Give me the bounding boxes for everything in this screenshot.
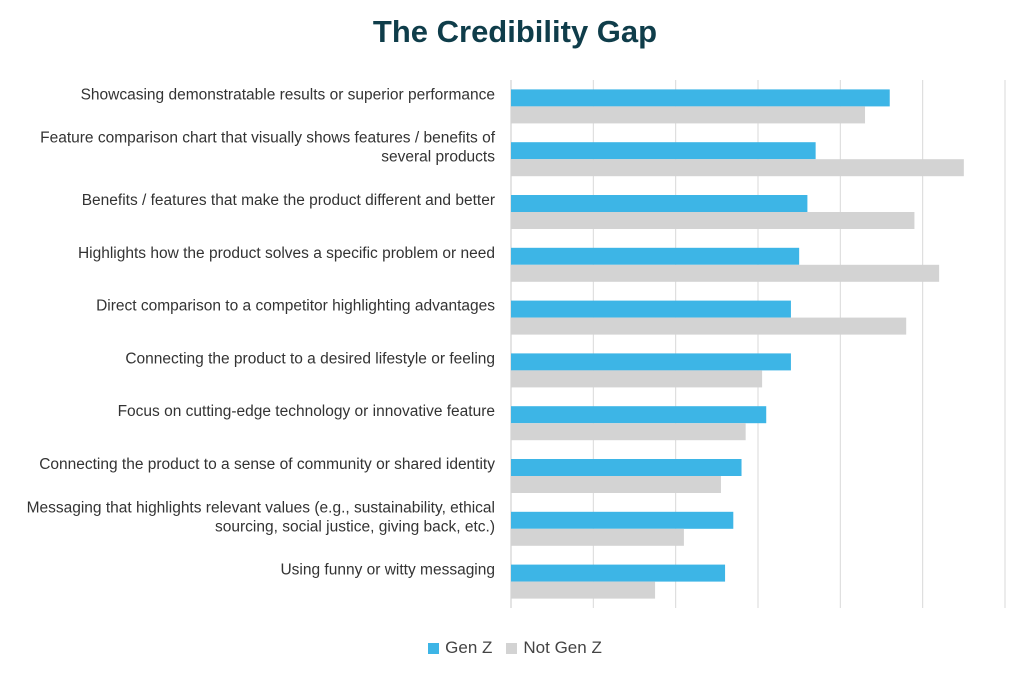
bar-gen-z [511, 142, 816, 160]
bar-gen-z [511, 247, 800, 265]
bar-gen-z [511, 195, 808, 212]
legend-swatch-not-gen-z [506, 642, 518, 654]
legend-item-gen-z: Gen Z [428, 638, 492, 658]
bar-gen-z [511, 300, 791, 318]
bar-not-gen-z [511, 317, 907, 335]
category-label: Connecting the product to a sense of com… [39, 456, 495, 473]
legend: Gen Z Not Gen Z [0, 638, 1030, 658]
chart-title: The Credibility Gap [372, 14, 658, 49]
bars [511, 89, 964, 599]
bar-gen-z [511, 564, 726, 582]
legend-label-not-gen-z: Not Gen Z [523, 638, 602, 657]
bar-not-gen-z [511, 581, 656, 599]
category-label: Connecting the product to a desired life… [125, 350, 495, 367]
category-labels: Showcasing demonstratable results or sup… [27, 86, 496, 578]
bar-gen-z [511, 511, 734, 529]
category-label: Focus on cutting-edge technology or inno… [118, 403, 495, 420]
category-label: Highlights how the product solves a spec… [78, 245, 495, 262]
legend-label-gen-z: Gen Z [445, 638, 493, 657]
category-label: Using funny or witty messaging [280, 562, 495, 579]
category-label: Messaging that highlights relevant value… [27, 499, 495, 516]
bar-not-gen-z [511, 528, 684, 546]
bar-not-gen-z [511, 264, 940, 282]
category-label: Benefits / features that make the produc… [82, 192, 495, 209]
category-label: several products [381, 149, 495, 166]
category-label: sourcing, social justice, giving back, e… [215, 518, 495, 535]
bar-not-gen-z [511, 106, 866, 124]
category-label: Direct comparison to a competitor highli… [96, 298, 495, 315]
bar-not-gen-z [511, 370, 763, 388]
bar-not-gen-z [511, 423, 746, 441]
bar-gen-z [511, 459, 742, 476]
bar-gen-z [511, 353, 791, 371]
category-label: Feature comparison chart that visually s… [40, 130, 496, 147]
bar-not-gen-z [511, 212, 915, 229]
bar-gen-z [511, 89, 890, 107]
bar-not-gen-z [511, 476, 721, 493]
legend-item-not-gen-z: Not Gen Z [506, 638, 602, 658]
category-label: Showcasing demonstratable results or sup… [81, 86, 495, 103]
legend-swatch-gen-z [428, 642, 440, 654]
bar-gen-z [511, 406, 767, 424]
bar-not-gen-z [511, 159, 964, 177]
